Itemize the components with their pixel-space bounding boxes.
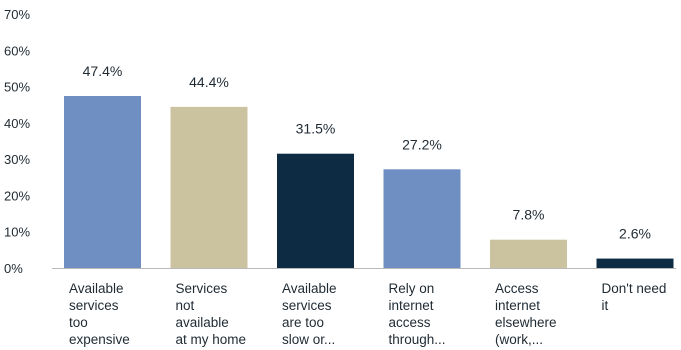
category-label-line: services [69,298,119,313]
bar-value-label: 44.4% [189,74,229,90]
bar-value-label: 2.6% [619,226,651,242]
y-tick-label: 40% [4,116,30,131]
y-tick-label: 50% [4,80,30,95]
bar-value-label: 7.8% [513,207,545,223]
y-axis: 0% 10% 20% 30% 40% 50% 60% 70% [4,7,30,276]
value-labels: 47.4% 44.4% 31.5% 27.2% 7.8% 2.6% [83,63,651,242]
category-label-line: available [176,315,229,330]
category-label-line: (work,... [495,332,543,347]
category-label-line: Don't need [602,281,667,296]
bar [490,239,567,268]
bars [64,96,674,269]
y-tick-label: 10% [4,225,30,240]
category-label-line: internet [389,298,434,313]
bar [277,153,354,268]
category-label-line: internet [495,298,540,313]
bar-value-label: 27.2% [402,136,442,152]
category-label-line: Available [69,281,124,296]
category-label-line: through... [389,332,446,347]
category-label-line: Rely on [389,281,435,296]
category-label: Available services are too slow or... [282,281,337,347]
bar-value-label: 47.4% [83,63,123,79]
y-tick-label: 0% [4,261,23,276]
bar-value-label: 31.5% [296,121,336,137]
category-label-line: expensive [69,332,130,347]
category-label-line: are too [282,315,324,330]
y-tick-label: 20% [4,188,30,203]
category-label-line: slow or... [282,332,335,347]
category-label-line: Available [282,281,337,296]
category-label-line: Services [176,281,228,296]
category-label-line: it [602,298,609,313]
category-label: Available services too expensive [69,281,130,347]
category-label-line: at my home [176,332,247,347]
y-tick-label: 60% [4,43,30,58]
category-label-line: too [69,315,88,330]
category-label-line: access [389,315,431,330]
category-label: Don't need it [602,281,667,313]
y-tick-label: 70% [4,7,30,22]
category-label-line: elsewhere [495,315,557,330]
bar [383,169,461,268]
category-labels: Available services too expensive Services not… [69,281,666,347]
bar [170,106,248,269]
category-label-line: not [176,298,195,313]
category-label: Access internet elsewhere (work,... [495,281,557,347]
bar [64,96,141,269]
category-label: Services not available at my home [176,281,247,347]
category-label-line: Access [495,281,539,296]
bar [596,258,674,268]
category-label-line: services [282,298,332,313]
y-tick-label: 30% [4,152,30,167]
category-label: Rely on internet access through... [389,281,446,347]
